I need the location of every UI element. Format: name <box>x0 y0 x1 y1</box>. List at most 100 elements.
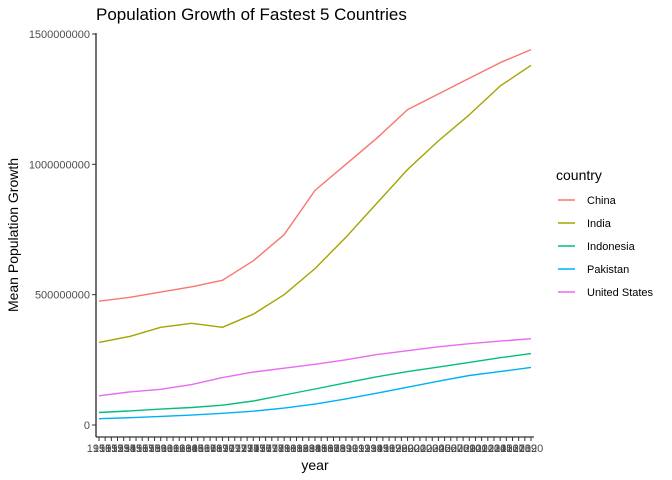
x-tick-label: 1961 <box>155 443 179 455</box>
x-tick-label: 2013 <box>476 443 500 455</box>
x-tick-label: 1980 <box>272 443 296 455</box>
series-line-pakistan <box>98 366 532 420</box>
x-tick-label: 1963 <box>167 443 191 455</box>
x-tick-label: 2011 <box>464 443 488 455</box>
series-lines <box>98 48 532 420</box>
x-tick-label: 2003 <box>414 443 438 455</box>
x-tick-label: 1992 <box>346 443 370 455</box>
series-line-india <box>98 64 532 344</box>
x-tick-label: 1990 <box>334 443 358 455</box>
x-tick-label: 1971 <box>216 443 240 455</box>
x-tick-label: 1989 <box>327 443 351 455</box>
series-line-united-states <box>98 338 532 397</box>
x-tick-label: 1986 <box>309 443 333 455</box>
x-tick-label: 1984 <box>297 443 321 455</box>
x-tick-label: 1981 <box>278 443 302 455</box>
x-axis-title: year <box>301 457 329 473</box>
x-tick-label: 1975 <box>241 443 265 455</box>
legend-label-china: China <box>587 195 617 207</box>
x-tick-label: 1967 <box>192 443 216 455</box>
y-tick-label: 500000000 <box>35 290 90 302</box>
x-tick-label: 1974 <box>235 443 259 455</box>
x-tick-label: 1997 <box>377 443 401 455</box>
legend-item-united-states: United States <box>558 287 654 299</box>
x-tick-label: 2009 <box>451 443 475 455</box>
x-tick-label: 2012 <box>469 443 493 455</box>
x-tick-label: 2000 <box>395 443 419 455</box>
x-ticks: 1950195119521953195419551956195719581959… <box>87 437 543 455</box>
x-tick-label: 2019 <box>513 443 537 455</box>
x-tick-label: 1972 <box>223 443 247 455</box>
legend-item-india: India <box>558 218 612 230</box>
x-tick-label: 2007 <box>439 443 463 455</box>
y-tick-label: 1500000000 <box>29 29 90 41</box>
x-tick-label: 1958 <box>136 443 160 455</box>
x-tick-label: 1956 <box>124 443 148 455</box>
x-tick-label: 1962 <box>161 443 185 455</box>
y-axis-title: Mean Population Growth <box>5 158 21 312</box>
x-tick-label: 2020 <box>519 443 543 455</box>
x-tick-label: 1950 <box>87 443 111 455</box>
x-tick-label: 1954 <box>111 443 135 455</box>
x-tick-label: 2014 <box>482 443 506 455</box>
x-tick-label: 2010 <box>457 443 481 455</box>
legend-item-china: China <box>558 195 617 207</box>
x-tick-label: 1982 <box>284 443 308 455</box>
legend-items: China India Indonesia Pakistan United States <box>558 195 654 299</box>
x-tick-label: 2015 <box>488 443 512 455</box>
x-tick-label: 1968 <box>198 443 222 455</box>
x-tick-label: 1978 <box>260 443 284 455</box>
x-tick-label: 2006 <box>432 443 456 455</box>
x-tick-label: 1970 <box>210 443 234 455</box>
x-tick-label: 1983 <box>290 443 314 455</box>
x-tick-label: 1951 <box>93 443 117 455</box>
legend: country China India Indonesia Pakistan Unite… <box>556 167 654 299</box>
x-tick-label: 1969 <box>204 443 228 455</box>
x-tick-label: 1993 <box>352 443 376 455</box>
x-tick-label: 2002 <box>408 443 432 455</box>
legend-label-indonesia: Indonesia <box>587 241 636 253</box>
x-tick-label: 1966 <box>186 443 210 455</box>
chart-title: Population Growth of Fastest 5 Countries <box>96 5 407 24</box>
series-line-indonesia <box>98 352 532 414</box>
x-tick-label: 1995 <box>364 443 388 455</box>
x-tick-label: 2017 <box>500 443 524 455</box>
x-tick-label: 1953 <box>105 443 129 455</box>
x-tick-label: 2005 <box>426 443 450 455</box>
x-tick-label: 1965 <box>179 443 203 455</box>
legend-title: country <box>556 167 602 183</box>
x-tick-label: 1957 <box>130 443 154 455</box>
x-tick-label: 1979 <box>266 443 290 455</box>
x-tick-label: 2018 <box>506 443 530 455</box>
x-tick-label: 1952 <box>99 443 123 455</box>
x-tick-label: 1960 <box>148 443 172 455</box>
series-line-china <box>98 48 532 302</box>
x-tick-label: 2001 <box>402 443 426 455</box>
x-tick-label: 1985 <box>303 443 327 455</box>
x-tick-label: 1959 <box>142 443 166 455</box>
x-tick-label: 1999 <box>389 443 413 455</box>
legend-label-india: India <box>587 218 612 230</box>
x-tick-label: 1988 <box>321 443 345 455</box>
legend-item-pakistan: Pakistan <box>558 264 629 276</box>
x-tick-label: 2008 <box>445 443 469 455</box>
x-tick-label: 1991 <box>340 443 364 455</box>
x-tick-label: 1977 <box>253 443 277 455</box>
x-tick-label: 2016 <box>494 443 518 455</box>
x-tick-label: 2004 <box>420 443 444 455</box>
x-tick-label: 1955 <box>118 443 142 455</box>
legend-label-united-states: United States <box>587 287 654 299</box>
y-ticks: 0 500000000 1000000000 1500000000 <box>29 29 96 432</box>
x-tick-label: 1996 <box>371 443 395 455</box>
x-tick-label: 1976 <box>247 443 271 455</box>
x-tick-label: 1998 <box>383 443 407 455</box>
legend-item-indonesia: Indonesia <box>558 241 636 253</box>
x-tick-label: 1964 <box>173 443 197 455</box>
y-tick-label: 0 <box>84 420 90 432</box>
x-tick-label: 1994 <box>358 443 382 455</box>
legend-label-pakistan: Pakistan <box>587 264 629 276</box>
y-tick-label: 1000000000 <box>29 159 90 171</box>
x-tick-label: 1973 <box>229 443 253 455</box>
